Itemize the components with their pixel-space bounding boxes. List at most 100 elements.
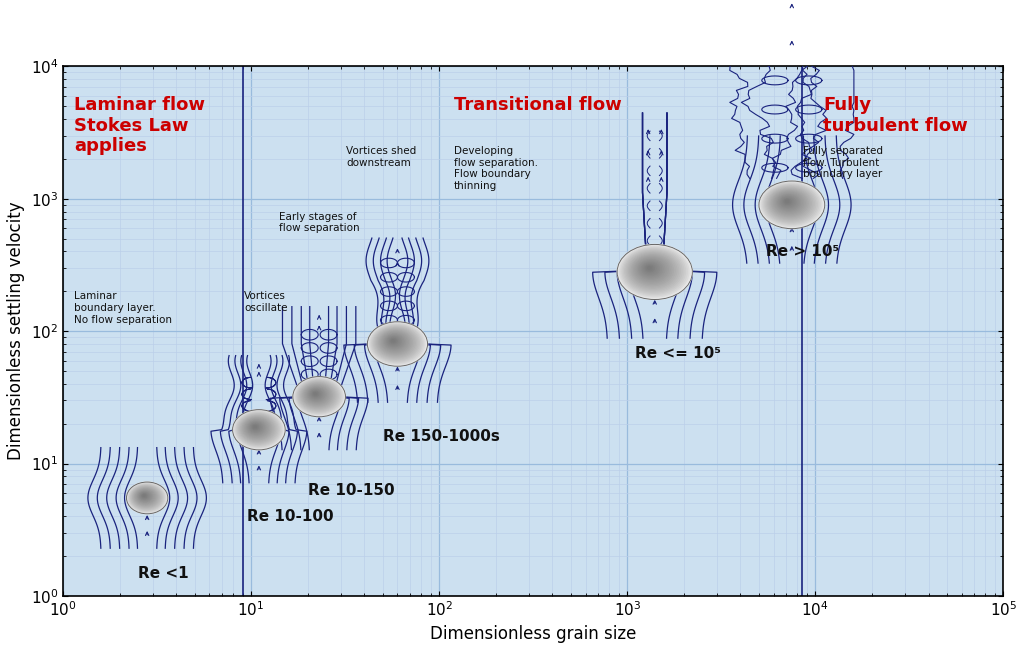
Ellipse shape (759, 181, 824, 229)
Ellipse shape (783, 199, 792, 205)
Ellipse shape (772, 190, 807, 216)
Text: Vortices
oscillate: Vortices oscillate (245, 291, 288, 313)
Ellipse shape (646, 266, 652, 270)
Ellipse shape (306, 387, 328, 403)
Ellipse shape (234, 411, 283, 448)
Ellipse shape (645, 265, 654, 272)
Text: Transitional flow: Transitional flow (454, 96, 622, 114)
Ellipse shape (133, 487, 160, 507)
Y-axis label: Dimensionless settling velocity: Dimensionless settling velocity (7, 202, 25, 460)
Ellipse shape (311, 391, 321, 397)
Ellipse shape (380, 331, 411, 354)
Text: Fully separated
flow. Turbulent
boundary layer: Fully separated flow. Turbulent boundary… (803, 146, 883, 179)
Ellipse shape (129, 484, 165, 512)
Ellipse shape (301, 383, 335, 408)
Ellipse shape (129, 484, 164, 511)
Text: Laminar flow
Stokes Law
applies: Laminar flow Stokes Law applies (75, 96, 206, 155)
Ellipse shape (638, 259, 665, 280)
Ellipse shape (140, 492, 150, 500)
Ellipse shape (781, 197, 795, 207)
Text: Re 10-150: Re 10-150 (308, 483, 394, 498)
Ellipse shape (250, 422, 262, 432)
Ellipse shape (313, 393, 317, 395)
Ellipse shape (762, 183, 820, 226)
Ellipse shape (138, 491, 152, 501)
Ellipse shape (385, 335, 404, 349)
Ellipse shape (641, 262, 659, 276)
Ellipse shape (774, 192, 804, 213)
Ellipse shape (389, 337, 398, 345)
Ellipse shape (375, 327, 418, 359)
Ellipse shape (636, 259, 667, 281)
Ellipse shape (392, 340, 394, 342)
Ellipse shape (303, 385, 331, 406)
Ellipse shape (246, 420, 267, 436)
Ellipse shape (617, 244, 692, 300)
Ellipse shape (304, 385, 330, 405)
Ellipse shape (780, 196, 796, 208)
Ellipse shape (127, 482, 167, 513)
Ellipse shape (768, 187, 813, 220)
Ellipse shape (314, 393, 316, 395)
Ellipse shape (131, 486, 162, 510)
Ellipse shape (784, 200, 790, 203)
Ellipse shape (624, 249, 684, 293)
Ellipse shape (623, 248, 685, 294)
Ellipse shape (130, 485, 163, 510)
Text: Fully
turbulent flow: Fully turbulent flow (823, 96, 968, 135)
Ellipse shape (135, 489, 157, 505)
Ellipse shape (254, 426, 256, 428)
Text: Re > 10⁵: Re > 10⁵ (767, 244, 840, 259)
Ellipse shape (296, 378, 342, 414)
Text: Re <= 10⁵: Re <= 10⁵ (635, 346, 721, 361)
Ellipse shape (766, 186, 816, 222)
Ellipse shape (769, 188, 811, 219)
Ellipse shape (620, 246, 689, 297)
Ellipse shape (302, 384, 334, 408)
Ellipse shape (249, 422, 263, 433)
Ellipse shape (776, 193, 802, 213)
Ellipse shape (391, 339, 395, 343)
Ellipse shape (373, 326, 421, 361)
Ellipse shape (377, 328, 415, 357)
Ellipse shape (312, 391, 318, 396)
Ellipse shape (374, 326, 419, 360)
Text: Re 10-100: Re 10-100 (247, 509, 334, 524)
Ellipse shape (629, 253, 677, 288)
Ellipse shape (379, 330, 413, 355)
Ellipse shape (386, 335, 402, 348)
Ellipse shape (240, 415, 275, 443)
Ellipse shape (236, 411, 282, 447)
Ellipse shape (381, 332, 410, 353)
Ellipse shape (133, 488, 159, 506)
Ellipse shape (132, 486, 160, 508)
Ellipse shape (251, 423, 261, 432)
Ellipse shape (782, 198, 793, 205)
Ellipse shape (295, 378, 343, 415)
Ellipse shape (383, 333, 407, 351)
Ellipse shape (648, 267, 651, 269)
Ellipse shape (239, 415, 276, 443)
Ellipse shape (232, 410, 286, 450)
Ellipse shape (293, 376, 345, 417)
Ellipse shape (238, 414, 278, 445)
Ellipse shape (303, 384, 332, 407)
Ellipse shape (760, 182, 823, 228)
Ellipse shape (761, 183, 821, 226)
Ellipse shape (137, 490, 154, 503)
Ellipse shape (237, 413, 280, 445)
Ellipse shape (296, 380, 341, 413)
Ellipse shape (371, 324, 423, 363)
Text: Early stages of
flow separation: Early stages of flow separation (279, 212, 359, 233)
Ellipse shape (370, 323, 425, 364)
Ellipse shape (378, 330, 414, 356)
Ellipse shape (372, 325, 422, 362)
Ellipse shape (141, 493, 147, 499)
Ellipse shape (628, 252, 679, 289)
Ellipse shape (309, 389, 324, 400)
Ellipse shape (369, 322, 426, 365)
Text: Re <1: Re <1 (138, 566, 188, 581)
Ellipse shape (243, 417, 272, 439)
Ellipse shape (635, 257, 668, 281)
Ellipse shape (630, 254, 675, 287)
